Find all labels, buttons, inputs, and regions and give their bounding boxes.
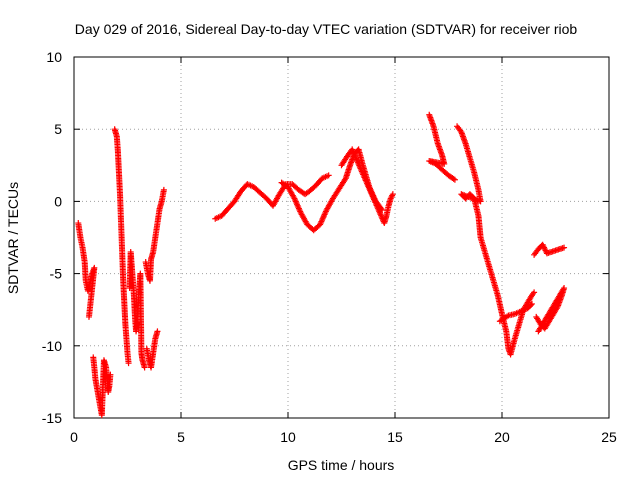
data-point bbox=[536, 326, 543, 333]
data-point bbox=[527, 302, 534, 309]
y-tick-label: 5 bbox=[54, 121, 62, 137]
data-point bbox=[160, 186, 167, 193]
y-tick-label: 0 bbox=[54, 193, 62, 209]
data-point bbox=[85, 313, 92, 320]
data-point bbox=[450, 175, 457, 182]
data-points bbox=[75, 111, 568, 419]
data-point bbox=[125, 360, 132, 367]
y-tick-label: -15 bbox=[42, 410, 62, 426]
data-point bbox=[154, 328, 161, 335]
x-tick-label: 10 bbox=[280, 429, 296, 445]
x-tick-label: 25 bbox=[601, 429, 617, 445]
x-tick-label: 20 bbox=[494, 429, 510, 445]
x-tick-label: 15 bbox=[387, 429, 403, 445]
grid bbox=[74, 57, 609, 418]
y-tick-label: 10 bbox=[46, 49, 62, 65]
x-tick-label: 5 bbox=[177, 429, 185, 445]
axis-ticks: 0 5 10 15 20 25 -15 -10 -5 0 5 10 bbox=[42, 49, 617, 445]
plot-frame bbox=[73, 56, 610, 419]
y-axis-label: SDTVAR / TECUs bbox=[5, 182, 21, 294]
data-point bbox=[389, 191, 396, 198]
y-tick-label: -5 bbox=[50, 266, 63, 282]
data-point bbox=[561, 244, 568, 251]
x-axis-label: GPS time / hours bbox=[288, 457, 395, 473]
y-tick-label: -10 bbox=[42, 338, 62, 354]
data-point bbox=[451, 176, 458, 183]
x-tick-label: 0 bbox=[70, 429, 78, 445]
data-point bbox=[531, 289, 538, 296]
data-point bbox=[325, 172, 332, 179]
data-point bbox=[535, 328, 542, 335]
data-point bbox=[528, 300, 535, 307]
chart-title: Day 029 of 2016, Sidereal Day-to-day VTE… bbox=[75, 21, 578, 37]
data-point bbox=[107, 371, 114, 378]
data-point bbox=[141, 364, 148, 371]
